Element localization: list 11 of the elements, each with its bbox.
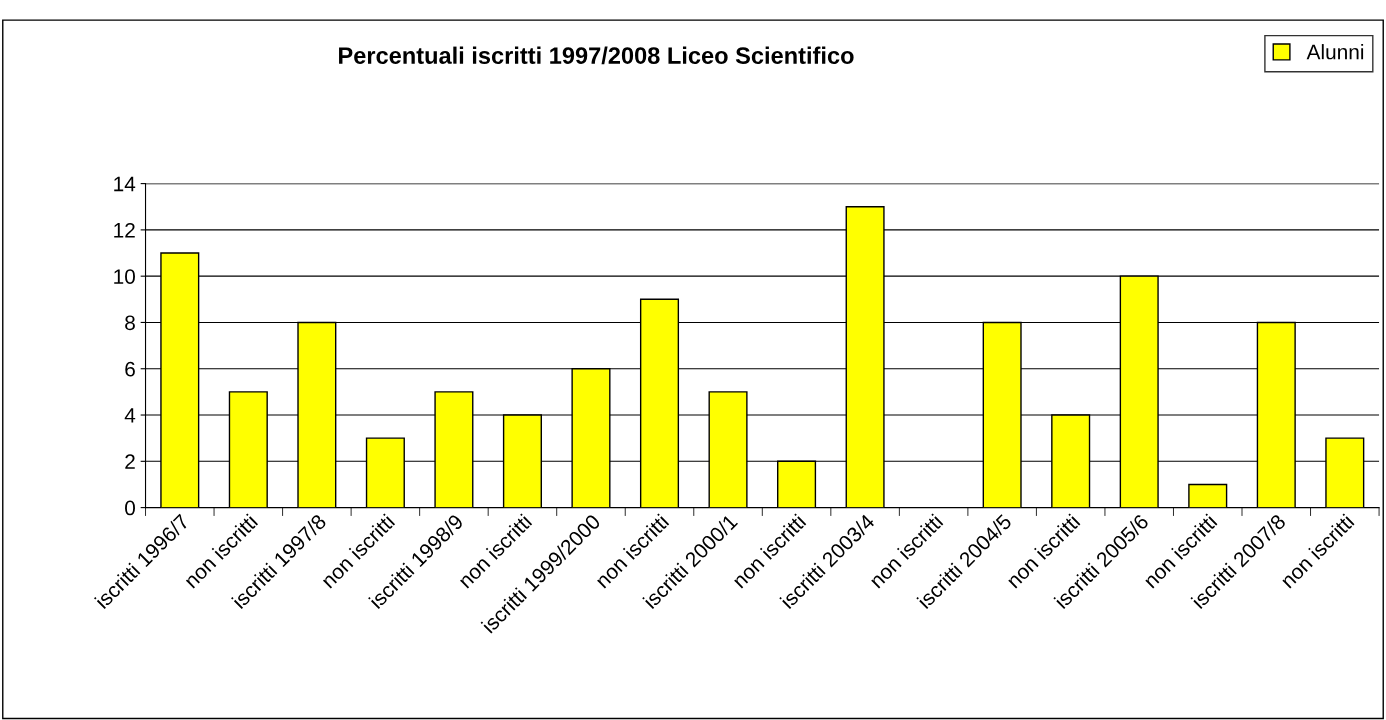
y-tick-label: 8: [125, 315, 135, 331]
bar: [1188, 483, 1228, 508]
y-tick-label: 2: [125, 454, 135, 469]
y-tick-label: 6: [125, 361, 135, 377]
y-tick-label: 14: [114, 176, 136, 192]
y-tick-label: 12: [114, 222, 135, 238]
y-tick-label: 10: [114, 269, 135, 284]
chart-title: Percentuali iscritti 1997/2008 Liceo Scientifico: [339, 46, 854, 65]
legend-label: Alunni: [1306, 44, 1364, 60]
y-tick-label: 0: [125, 500, 135, 516]
y-tick-label: 4: [124, 408, 136, 423]
